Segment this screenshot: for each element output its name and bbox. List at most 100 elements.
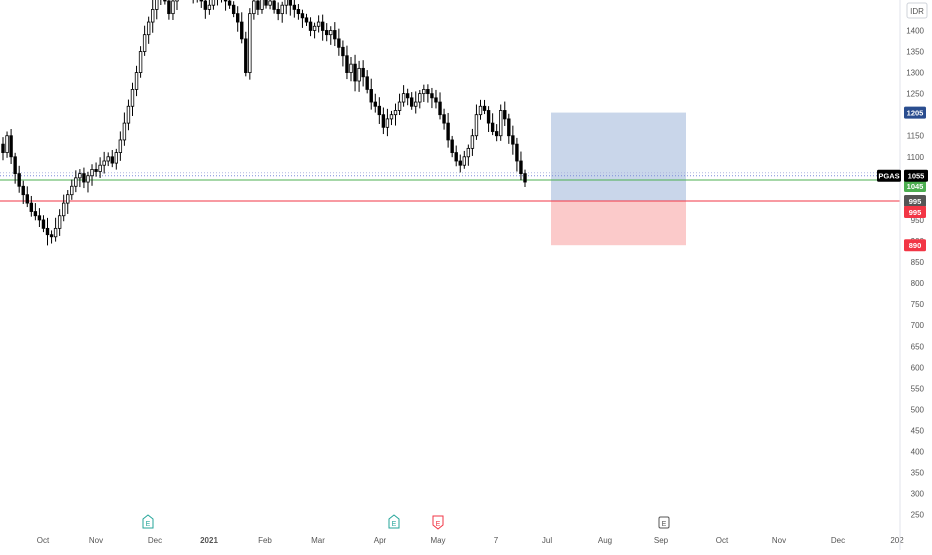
candle-body [389,114,394,120]
candle-body [369,89,373,103]
candle-body [199,0,203,2]
candle-body [41,219,46,229]
candle-body [405,93,410,99]
candle-body [442,114,446,124]
candle-body [414,101,418,107]
price-level-lines [0,172,900,202]
candle-body [494,131,499,137]
candle-body [280,4,284,15]
candle-body [53,227,58,238]
symbol-tag: PGAS [878,172,899,181]
price-tag-green-bg [904,179,926,192]
candle-body [17,173,21,187]
y-tick-label: 1250 [906,90,924,99]
candle-body [240,21,244,40]
x-tick-label: Feb [258,536,272,545]
currency-label: IDR [910,7,924,16]
x-tick-label: Mar [311,536,325,545]
candle-body [507,118,511,137]
y-tick-label: 600 [911,363,925,372]
candle-body [25,194,29,204]
candle-body [430,93,434,99]
candle-body [316,21,321,27]
candle-body [86,175,90,183]
candle-body [320,21,325,31]
y-axis: 250 300 350 400 450 500 550 600 650 700 750 800 850 9… [899,0,925,550]
candle-body [260,0,264,10]
candle-body [175,0,179,2]
candle-body [167,0,171,15]
candle-body [1,143,5,153]
x-tick-label: Jul [542,536,552,545]
candle-body [264,0,268,6]
candle-body [345,55,349,73]
candle-body [211,0,216,6]
candle-body [503,110,507,120]
position-zones [551,112,686,246]
candle-body [385,118,390,128]
earnings-marker-icon [432,515,444,530]
x-tick-label: 7 [494,536,499,545]
y-tick-label: 500 [911,405,925,414]
symbol-tag-bg [877,169,901,182]
y-tick-label: 750 [911,300,925,309]
candle-body [126,105,131,124]
candle-body [422,89,426,95]
candle-body [393,110,398,116]
candle-body [458,160,462,166]
y-tick-label: 450 [911,426,925,435]
candle-body [357,67,361,82]
earnings-marker-icon [388,514,400,529]
candle-body [353,63,357,82]
y-tick-label: 400 [911,448,925,457]
last-price-tag-bg [904,169,928,182]
candle-body [13,156,17,175]
x-tick-label: Apr [374,536,387,545]
y-tick-label: 350 [911,469,925,478]
candle-body [98,164,102,172]
candle-body [122,122,127,141]
candle-body [450,139,454,153]
candlesticks [1,0,527,246]
candle-body [470,135,475,149]
candle-body [499,110,503,137]
candle-body [438,101,442,116]
candle-body [49,234,54,238]
candle-body [511,135,515,145]
candle-body [329,30,333,36]
y-tick-label: 850 [911,258,925,267]
x-tick-label: Aug [598,536,612,545]
candle-body [37,215,42,221]
y-tick-label: 700 [911,321,925,330]
candle-body [490,122,495,132]
candle-body [486,110,491,124]
candle-body [256,0,260,10]
candle-body [151,9,155,23]
candle-body [66,194,70,204]
candle-body [454,152,458,162]
y-tick-label: 1350 [906,48,924,57]
candle-body [227,0,232,6]
candle-body [163,0,167,2]
candle-body [337,38,341,48]
y-tick-label: 550 [911,384,925,393]
candle-body [5,135,9,153]
candle-body [397,101,402,111]
candle-body [288,0,293,6]
candle-body [426,89,430,95]
candle-body [308,21,313,31]
candle-body [304,17,309,23]
candle-body [223,0,228,2]
y-tick-label: 650 [911,342,925,351]
candle-body [381,114,386,128]
candle-body [74,177,78,187]
candle-body [312,25,317,31]
earnings-marker-label: E [662,521,667,528]
earnings-marker-icon [142,514,154,529]
x-tick-label: May [430,536,445,545]
price-tag-target-bg [904,106,926,119]
candle-body [523,173,527,183]
x-tick-label: Nov [89,536,103,545]
